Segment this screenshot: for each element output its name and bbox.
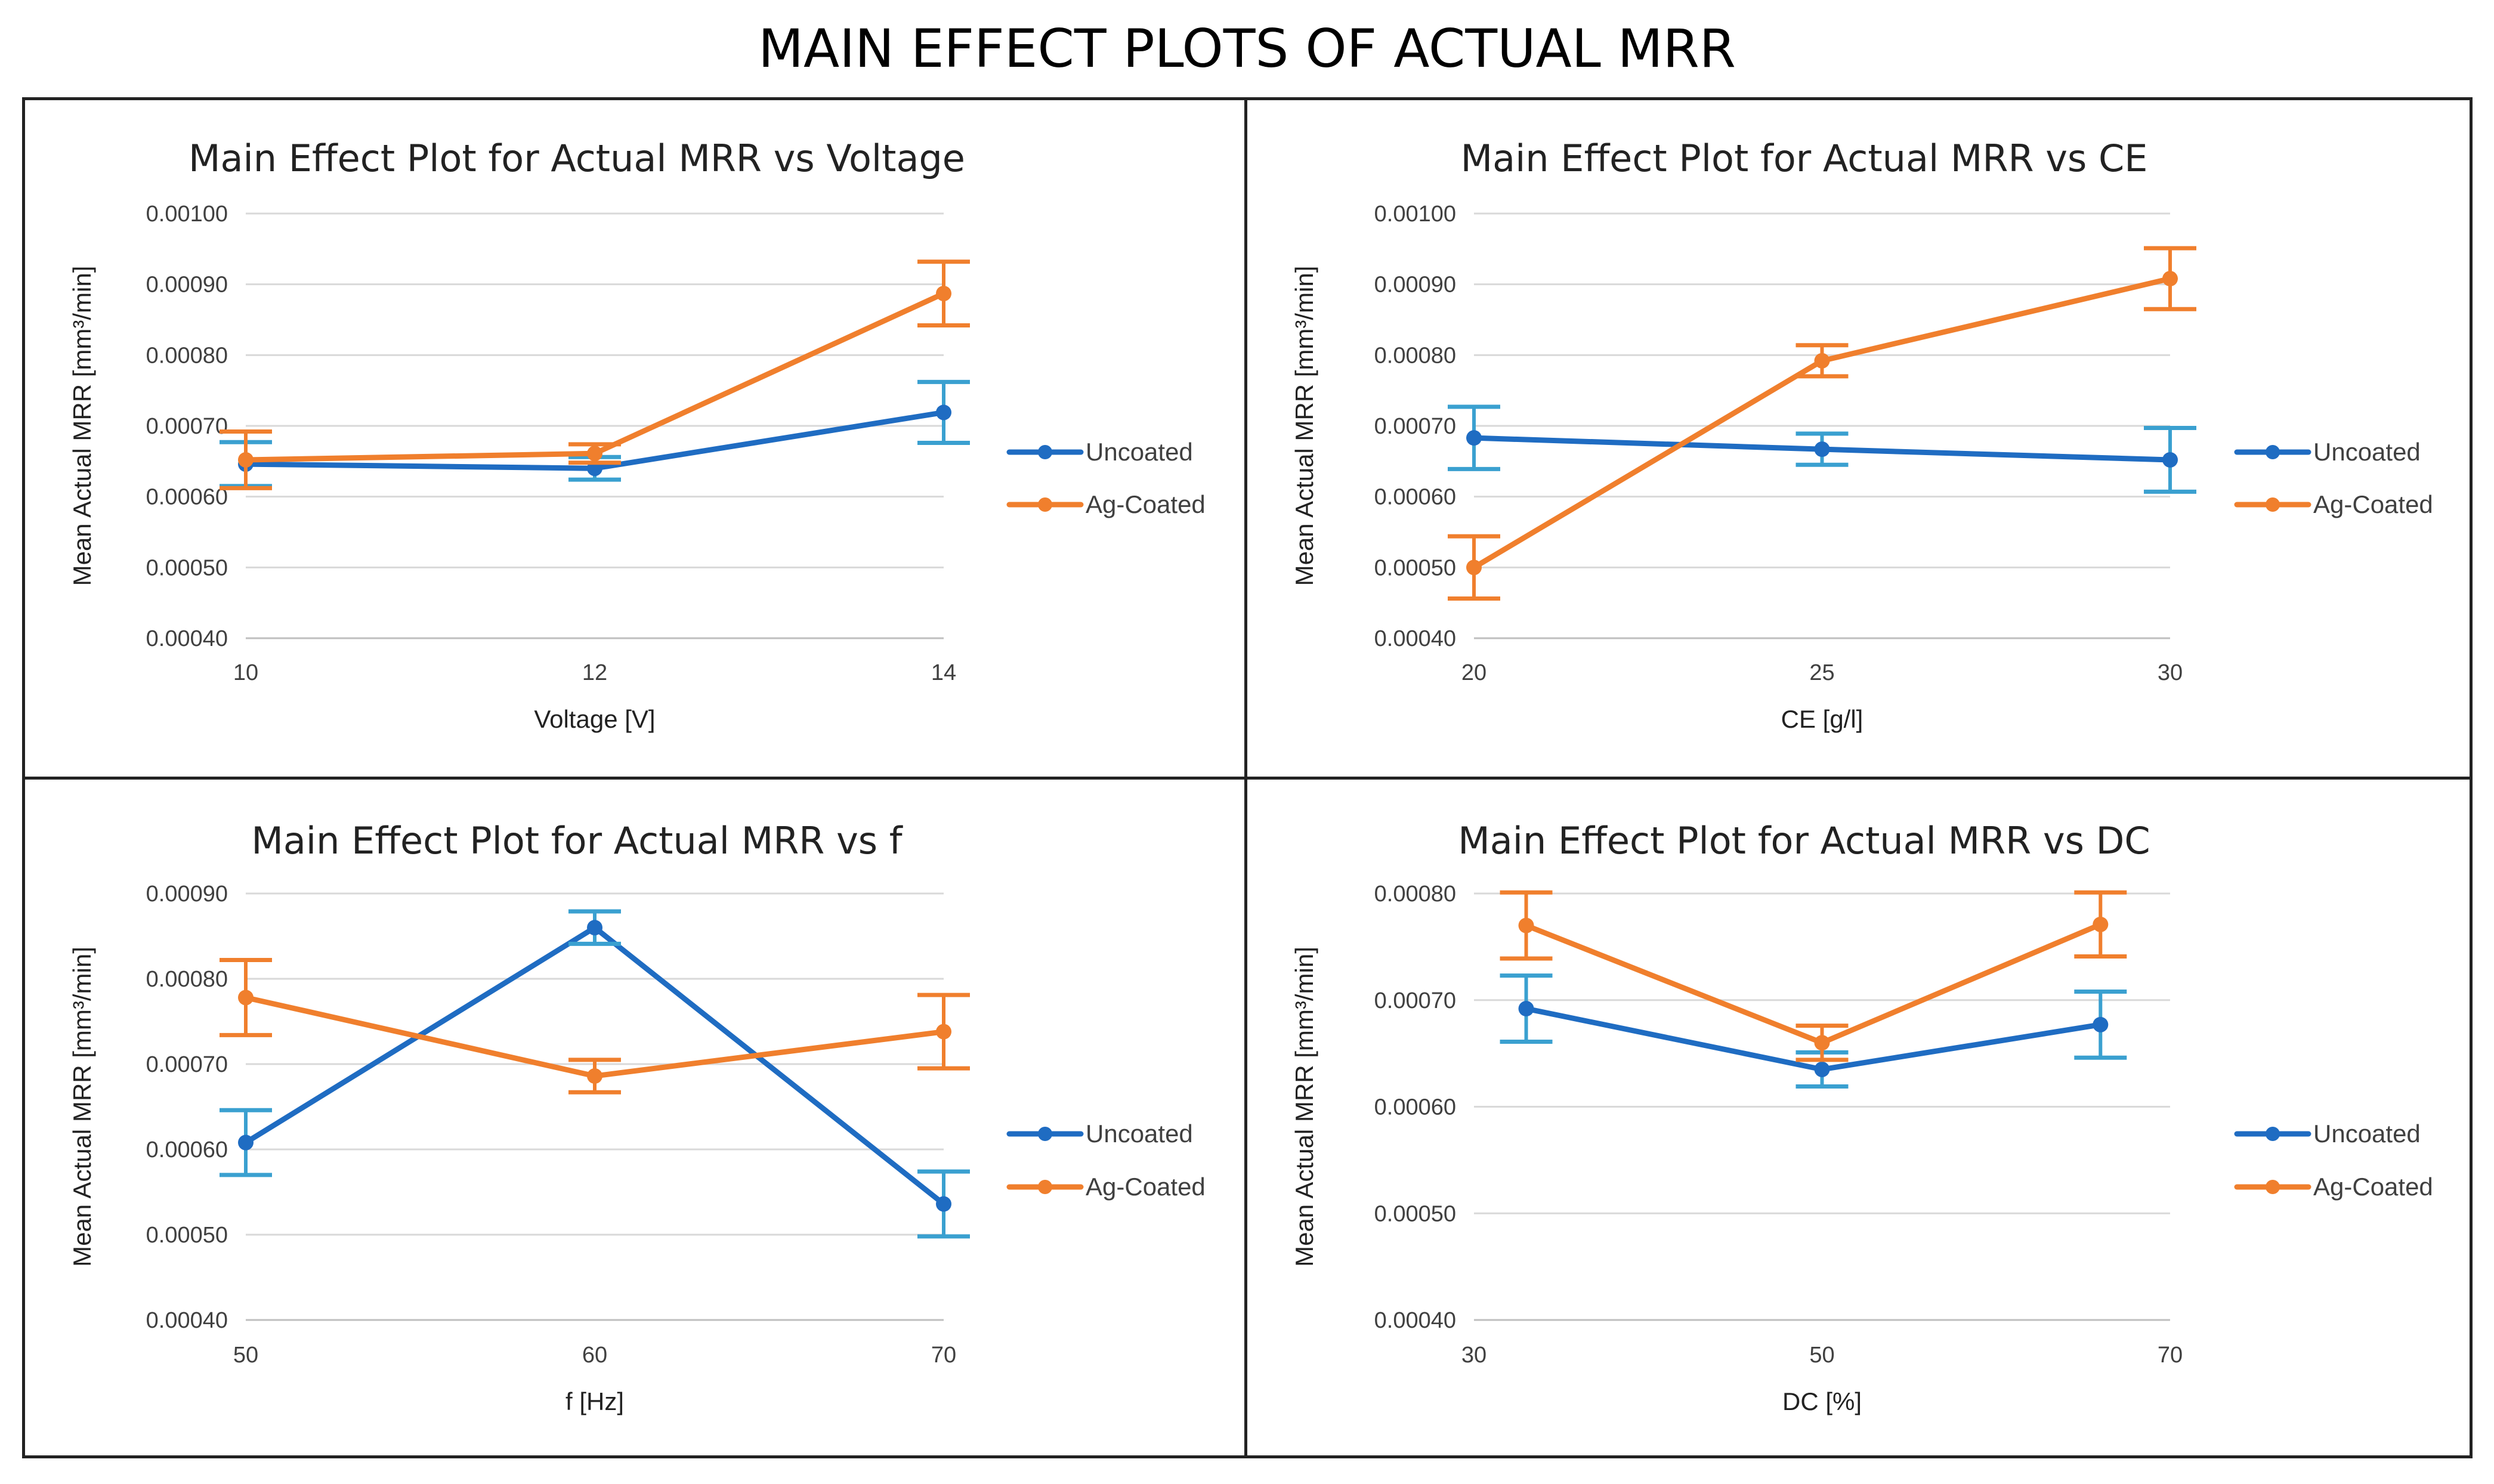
- x-tick-label: 70: [2158, 1343, 2183, 1368]
- x-tick-label: 60: [582, 1343, 607, 1368]
- x-tick-label: 20: [1461, 660, 1486, 685]
- y-tick-label: 0.00070: [146, 414, 228, 439]
- chart-title: Main Effect Plot for Actual MRR vs CE: [1461, 137, 2148, 180]
- y-tick-label: 0.00060: [146, 485, 228, 510]
- legend-marker-ag-coated: [2266, 497, 2280, 512]
- y-tick-label: 0.00070: [146, 1052, 228, 1077]
- series-line-ag-coated: [243, 290, 947, 463]
- y-tick-label: 0.00050: [1374, 1201, 1456, 1226]
- data-point-uncoated: [936, 404, 951, 421]
- data-point-uncoated: [1814, 1061, 1830, 1077]
- x-tick-label: 30: [1461, 1343, 1486, 1368]
- series-line-ag-coated: [1471, 276, 2173, 570]
- data-point-ag-coated: [238, 452, 254, 468]
- legend-label-uncoated: Uncoated: [2313, 1120, 2421, 1148]
- data-point-ag-coated: [2093, 916, 2109, 932]
- legend-marker-uncoated: [1038, 445, 1052, 459]
- y-tick-label: 0.00040: [1374, 626, 1456, 651]
- x-axis-label: CE [g/l]: [1781, 705, 1863, 733]
- legend-marker-ag-coated: [1038, 1180, 1052, 1194]
- chart-f: Main Effect Plot for Actual MRR vs f 0.00…: [68, 819, 1206, 1415]
- data-point-ag-coated: [587, 1068, 602, 1084]
- y-tick-label: 0.00050: [1374, 555, 1456, 580]
- y-tick-label: 0.00090: [1374, 273, 1456, 298]
- legend-label-ag-coated: Ag-Coated: [2313, 490, 2433, 518]
- legend-label-ag-coated: Ag-Coated: [2313, 1173, 2433, 1201]
- y-tick-label: 0.00080: [146, 967, 228, 992]
- y-tick-label: 0.00080: [146, 343, 228, 368]
- data-point-ag-coated: [936, 286, 951, 302]
- legend-marker-uncoated: [2266, 1127, 2280, 1141]
- x-tick-label: 10: [233, 660, 258, 685]
- y-axis-label: Mean Actual MRR [mm³/min]: [1290, 266, 1318, 586]
- legend-label-uncoated: Uncoated: [1086, 1120, 1193, 1148]
- y-tick-label: 0.00060: [146, 1137, 228, 1163]
- data-point-uncoated: [2162, 452, 2178, 468]
- data-point-uncoated: [936, 1196, 951, 1212]
- legend-label-uncoated: Uncoated: [1086, 438, 1193, 466]
- legend-label-uncoated: Uncoated: [2313, 438, 2421, 466]
- x-tick-label: 14: [931, 660, 956, 685]
- y-tick-label: 0.00100: [1374, 202, 1456, 227]
- y-tick-label: 0.00060: [1374, 485, 1456, 510]
- x-tick-label: 50: [233, 1343, 258, 1368]
- x-tick-label: 70: [931, 1343, 956, 1368]
- data-point-ag-coated: [238, 990, 254, 1006]
- y-axis-label: Mean Actual MRR [mm³/min]: [1290, 947, 1318, 1267]
- data-point-uncoated: [1518, 1001, 1534, 1017]
- data-point-ag-coated: [1518, 917, 1534, 933]
- data-point-ag-coated: [1814, 353, 1830, 369]
- x-axis-label: f [Hz]: [565, 1387, 624, 1415]
- chart-title: Main Effect Plot for Actual MRR vs f: [251, 819, 903, 862]
- data-point-uncoated: [1466, 430, 1482, 446]
- main-title: MAIN EFFECT PLOTS OF ACTUAL MRR: [758, 18, 1736, 79]
- y-tick-label: 0.00050: [146, 1223, 228, 1248]
- legend-label-ag-coated: Ag-Coated: [1086, 1173, 1206, 1201]
- y-tick-label: 0.00070: [1374, 988, 1456, 1013]
- data-point-uncoated: [2093, 1016, 2109, 1032]
- x-tick-label: 12: [582, 660, 607, 685]
- data-point-ag-coated: [2162, 271, 2178, 287]
- data-point-ag-coated: [1814, 1035, 1830, 1051]
- data-point-ag-coated: [936, 1024, 951, 1040]
- x-tick-label: 30: [2158, 660, 2183, 685]
- x-tick-label: 25: [1809, 660, 1834, 685]
- y-tick-label: 0.00060: [1374, 1095, 1456, 1120]
- legend-marker-uncoated: [2266, 445, 2280, 459]
- y-tick-label: 0.00050: [146, 555, 228, 580]
- y-axis-label: Mean Actual MRR [mm³/min]: [68, 266, 96, 586]
- data-point-uncoated: [587, 920, 602, 936]
- x-axis-label: DC [%]: [1782, 1387, 1862, 1415]
- legend-marker-ag-coated: [2266, 1180, 2280, 1194]
- legend-marker-ag-coated: [1038, 497, 1052, 512]
- chart-title: Main Effect Plot for Actual MRR vs Volta…: [188, 137, 965, 180]
- y-tick-label: 0.00090: [146, 273, 228, 298]
- legend-marker-uncoated: [1038, 1127, 1052, 1141]
- y-tick-label: 0.00080: [1374, 343, 1456, 368]
- legend-label-ag-coated: Ag-Coated: [1086, 490, 1206, 518]
- grid-horizontal-divider: [22, 777, 2473, 780]
- data-point-uncoated: [1814, 441, 1830, 457]
- data-point-uncoated: [238, 1134, 254, 1151]
- chart-dc: Main Effect Plot for Actual MRR vs DC0.0…: [1290, 819, 2433, 1415]
- y-tick-label: 0.00100: [146, 202, 228, 227]
- chart-ce: Main Effect Plot for Actual MRR vs CE0.0…: [1290, 137, 2433, 733]
- y-tick-label: 0.00090: [146, 882, 228, 907]
- chart-voltage: Main Effect Plot for Actual MRR vs Volta…: [68, 137, 1206, 733]
- y-tick-label: 0.00040: [1374, 1308, 1456, 1333]
- y-tick-label: 0.00080: [1374, 882, 1456, 907]
- y-tick-label: 0.00040: [146, 626, 228, 651]
- y-tick-label: 0.00040: [146, 1308, 228, 1333]
- x-axis-label: Voltage [V]: [534, 705, 655, 733]
- data-point-ag-coated: [587, 446, 602, 462]
- chart-title: Main Effect Plot for Actual MRR vs DC: [1458, 819, 2150, 862]
- y-tick-label: 0.00070: [1374, 414, 1456, 439]
- y-axis-label: Mean Actual MRR [mm³/min]: [68, 947, 96, 1267]
- x-tick-label: 50: [1809, 1343, 1834, 1368]
- data-point-ag-coated: [1466, 559, 1482, 576]
